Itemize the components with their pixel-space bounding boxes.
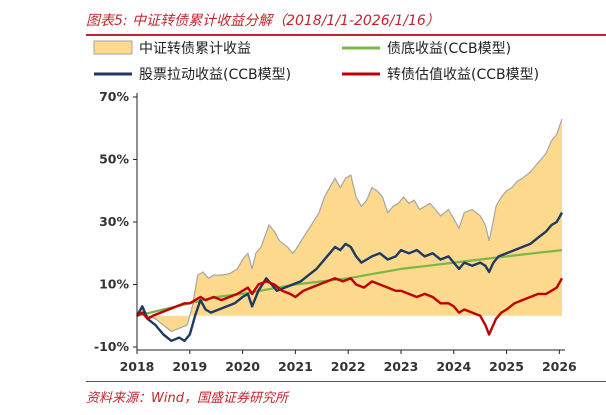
legend-item-valuation: 转债估值收益(CCB模型) bbox=[342, 67, 539, 83]
legend-label: 转债估值收益(CCB模型) bbox=[387, 67, 539, 83]
x-tick-label: 2023 bbox=[384, 359, 419, 374]
source-divider bbox=[86, 381, 606, 382]
series-line-equity-driven bbox=[135, 212, 564, 342]
legend-item-bond-floor: 债底收益(CCB模型) bbox=[342, 41, 511, 57]
x-tick-label: 2026 bbox=[542, 359, 577, 374]
y-tick-label: 10% bbox=[99, 277, 129, 292]
source-note: 资料来源：Wind，国盛证券研究所 bbox=[86, 391, 288, 406]
y-tick-label: -10% bbox=[94, 339, 130, 354]
chart-axes: -10% 10% 30% 50% 70% 2018 2019 2020 2021 2022 2023… bbox=[94, 89, 577, 374]
chart-legend: 中证转债累计收益 债底收益(CCB模型) 股票拉动收益(CCB模型) 转债估值收益(C… bbox=[93, 40, 539, 83]
y-tick-label: 50% bbox=[99, 152, 129, 167]
chart-title: 图表5: 中证转债累计收益分解（2018/1/1-2026/1/16） bbox=[86, 13, 440, 29]
x-tick-label: 2019 bbox=[172, 359, 207, 374]
legend-label: 股票拉动收益(CCB模型) bbox=[139, 67, 291, 83]
title-divider bbox=[86, 34, 606, 36]
legend-swatch bbox=[93, 40, 133, 55]
series-line-valuation bbox=[136, 277, 564, 336]
y-tick-label: 70% bbox=[99, 89, 129, 104]
y-tick-label: 30% bbox=[99, 214, 129, 229]
x-tick-label: 2024 bbox=[436, 359, 471, 374]
series-area-total-return bbox=[137, 118, 562, 332]
x-tick-label: 2018 bbox=[120, 359, 155, 374]
series-line-total-return-edge bbox=[136, 118, 563, 333]
x-tick-label: 2025 bbox=[489, 359, 524, 374]
x-tick-label: 2020 bbox=[225, 359, 260, 374]
x-tick-label: 2021 bbox=[278, 359, 313, 374]
x-tick-label: 2022 bbox=[331, 359, 366, 374]
legend-item-equity-driven: 股票拉动收益(CCB模型) bbox=[94, 67, 291, 83]
legend-item-total-return: 中证转债累计收益 bbox=[93, 40, 251, 57]
legend-label: 债底收益(CCB模型) bbox=[387, 41, 511, 57]
legend-label: 中证转债累计收益 bbox=[139, 41, 251, 57]
plot-area bbox=[135, 118, 564, 342]
